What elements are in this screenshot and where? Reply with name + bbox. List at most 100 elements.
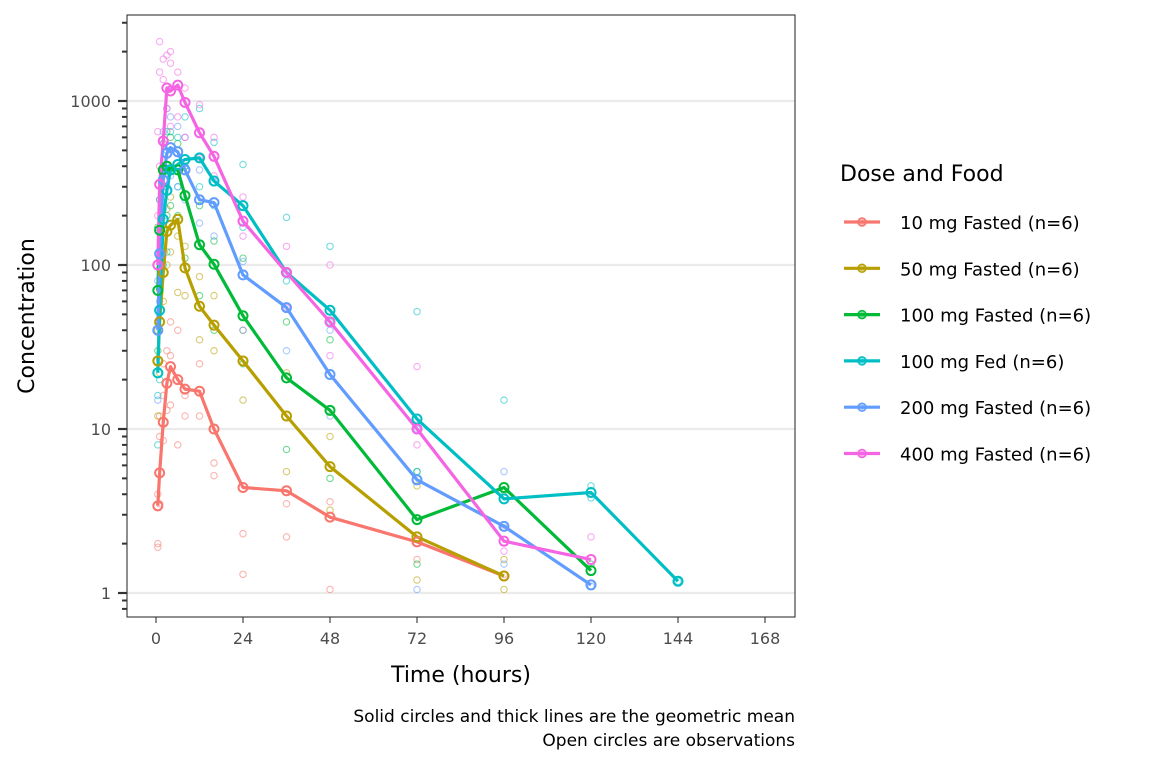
mean-point	[154, 304, 166, 316]
mean-point	[157, 267, 169, 279]
observation-point	[210, 237, 218, 245]
mean-point	[172, 79, 184, 91]
mean-points-series-3	[152, 152, 684, 587]
observation-point	[166, 318, 175, 326]
observation-point	[195, 201, 204, 210]
mean-point	[152, 367, 164, 379]
observation-point	[166, 47, 175, 56]
mean-point	[154, 178, 166, 190]
mean-point	[324, 511, 336, 523]
mean-point	[179, 96, 191, 108]
mean-line-series-3	[156, 156, 680, 583]
mean-point	[208, 258, 220, 270]
observation-point	[195, 183, 204, 191]
mean-point	[152, 284, 164, 296]
legend-item-1: 50 mg Fasted (n=6)	[844, 259, 1080, 280]
x-tick-label: 168	[750, 629, 781, 648]
y-axis-title: Concentration	[15, 238, 40, 394]
observation-point	[239, 254, 247, 262]
observation-point	[154, 539, 162, 548]
mean-point	[172, 159, 184, 171]
legend-key-point	[857, 263, 867, 274]
mean-line-series-0	[156, 365, 505, 578]
mean-point	[208, 150, 220, 162]
observation-point	[195, 100, 204, 109]
observation-point	[500, 467, 508, 476]
observation-point	[174, 122, 182, 131]
mean-point	[161, 377, 173, 389]
mean-point	[172, 164, 184, 176]
observation-point	[500, 555, 508, 564]
caption-line-1: Solid circles and thick lines are the ge…	[353, 707, 795, 727]
mean-point	[281, 267, 292, 279]
y-tick-label: 1000	[70, 92, 111, 111]
legend-label: 400 mg Fasted (n=6)	[900, 445, 1091, 466]
mean-point	[281, 410, 292, 422]
legend-key-point	[857, 402, 867, 412]
mean-point	[152, 259, 164, 271]
observation-point	[174, 441, 182, 449]
mean-point	[194, 300, 205, 312]
observation-point	[210, 138, 218, 147]
observation-point	[239, 570, 247, 579]
observation-point	[326, 498, 334, 506]
mean-point	[208, 175, 220, 187]
observation-point	[326, 242, 334, 251]
mean-point	[411, 514, 423, 526]
mean-line-series-5	[156, 83, 592, 562]
mean-point	[194, 239, 205, 251]
mean-point	[194, 194, 205, 206]
observation-point	[163, 347, 171, 355]
caption-line-2: Open circles are observations	[542, 731, 795, 751]
observation-point	[282, 445, 291, 454]
legend-key-point	[857, 309, 867, 320]
mean-point	[152, 355, 164, 367]
mean-point	[157, 416, 169, 428]
mean-point	[165, 219, 176, 231]
mean-point	[411, 531, 423, 543]
observation-point	[166, 59, 175, 67]
observation-point	[326, 318, 334, 326]
observation-point	[326, 336, 334, 344]
mean-point	[237, 481, 249, 493]
x-tick-label: 96	[494, 629, 514, 648]
observation-point	[166, 401, 175, 409]
mean-point	[237, 269, 249, 281]
mean-point	[324, 316, 336, 328]
y-tick-label: 1	[101, 584, 111, 603]
observation-point	[195, 336, 204, 344]
observation-point	[239, 193, 247, 201]
observation-point	[154, 127, 162, 136]
observation-point	[195, 166, 204, 174]
observation-point	[239, 326, 247, 335]
mean-point	[672, 575, 684, 587]
observations-series-5	[154, 37, 595, 555]
mean-point	[498, 570, 510, 582]
mean-point	[324, 461, 336, 473]
observation-point	[155, 68, 164, 76]
mean-point	[585, 487, 597, 499]
mean-point	[324, 304, 336, 316]
mean-points-series-2	[152, 160, 597, 577]
observation-point	[239, 396, 247, 404]
mean-point	[179, 383, 191, 395]
mean-point	[498, 481, 510, 493]
observation-point	[154, 396, 162, 404]
legend-key-point	[857, 217, 867, 227]
observation-point	[326, 474, 334, 483]
observation-point	[210, 459, 218, 467]
observation-point	[587, 533, 595, 541]
observation-point	[210, 471, 218, 480]
x-axis-title: Time (hours)	[390, 663, 531, 688]
mean-point	[165, 85, 176, 97]
plot-panel	[126, 14, 796, 618]
x-tick-label: 48	[320, 629, 340, 648]
mean-point	[585, 554, 597, 566]
observation-point	[587, 482, 595, 490]
observation-point	[174, 326, 182, 335]
observation-point	[413, 482, 421, 490]
observation-point	[195, 272, 204, 281]
observation-point	[326, 585, 334, 594]
observation-point	[166, 201, 175, 210]
legend-key-point	[857, 356, 867, 366]
